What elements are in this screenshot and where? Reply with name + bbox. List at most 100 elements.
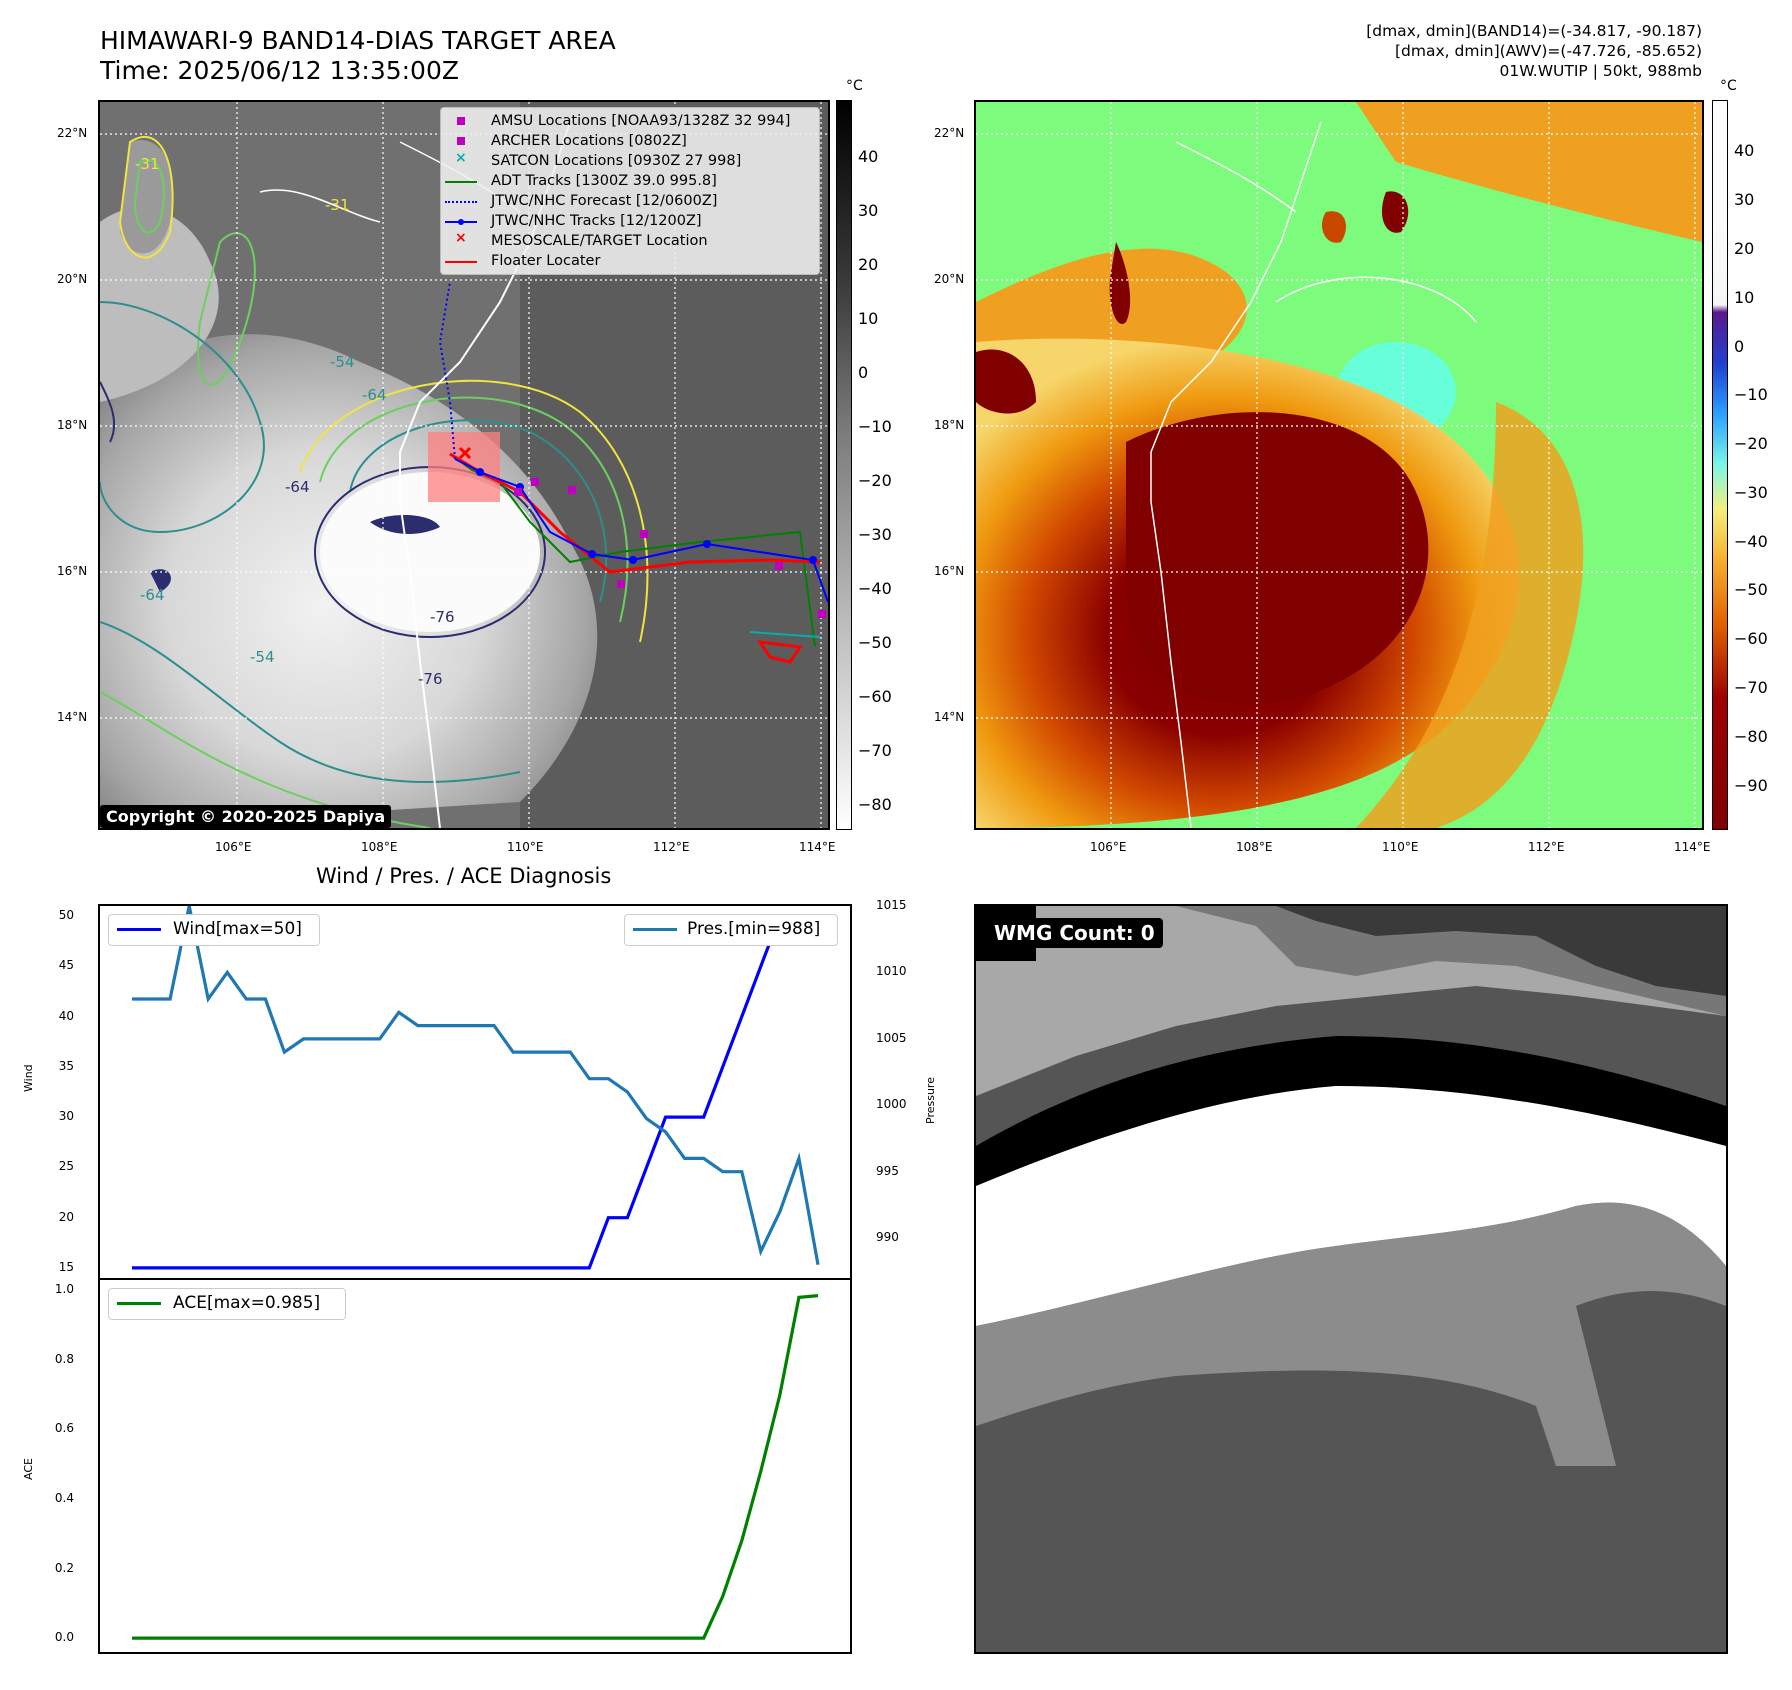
lat-label: 22°N (934, 126, 965, 140)
lon-label: 110°E (1382, 840, 1419, 854)
legend-item-satcon: × SATCON Locations [0930Z 27 998] (455, 150, 742, 169)
colorbar-tick: 10 (1734, 288, 1755, 307)
contour-label: -31 (135, 155, 160, 173)
y-tick-label: 45 (58, 958, 74, 973)
colorbar-tick: −40 (1734, 532, 1768, 551)
colorbar-tick: 40 (858, 147, 879, 166)
wmg-count-badge: WMG Count: 0 (986, 918, 1163, 948)
contour-label: -64 (140, 586, 165, 604)
ace-legend: ACE[max=0.985] (108, 1288, 346, 1320)
target-x-icon: × (455, 230, 467, 246)
contour-label: -54 (250, 648, 275, 666)
lon-label: 106°E (1090, 840, 1127, 854)
colorbar-tick: 40 (1734, 141, 1755, 160)
lon-label: 106°E (215, 840, 252, 854)
lon-label: 114°E (1674, 840, 1711, 854)
y-tick-label: 20 (58, 1209, 74, 1224)
colorbar-tick: −10 (1734, 385, 1768, 404)
colorbar-tick: 0 (858, 363, 869, 382)
colorbar-tick: −10 (858, 417, 892, 436)
pressure-ylabel: Pressure (924, 1077, 937, 1124)
legend-item-forecast: JTWC/NHC Forecast [12/0600Z] (441, 192, 819, 212)
contour-label: -64 (362, 386, 387, 404)
colorbar-tick: 0 (1734, 337, 1745, 356)
colorbar-tick: −80 (1734, 727, 1768, 746)
lat-label: 22°N (57, 126, 88, 140)
left-colorbar (836, 100, 852, 830)
lat-label: 20°N (57, 272, 88, 286)
tracks-dot-icon (458, 219, 464, 225)
right-map-graphic (976, 102, 1702, 828)
satcon-x-icon: × (455, 150, 467, 166)
colorbar-tick: 20 (858, 255, 879, 274)
colorbar-tick: −20 (1734, 434, 1768, 453)
y-tick-label: 0.4 (54, 1491, 74, 1506)
left-colorbar-unit: °C (846, 78, 863, 94)
legend-item-target: × MESOSCALE/TARGET Location (455, 230, 708, 249)
lat-label: 14°N (57, 710, 88, 724)
ace-plot (132, 1294, 819, 1640)
lon-label: 112°E (653, 840, 690, 854)
y-tick-label: 0.8 (54, 1351, 74, 1366)
colorbar-tick: −50 (1734, 580, 1768, 599)
colorbar-tick: −80 (858, 795, 892, 814)
y-tick-label: 15 (58, 1259, 74, 1274)
chart-time: Time: 2025/06/12 13:35:00Z (100, 56, 459, 85)
wind-legend-line-icon (117, 928, 161, 931)
diagnosis-title: Wind / Pres. / ACE Diagnosis (316, 864, 612, 888)
legend-item-floater: Floater Locater (441, 252, 819, 272)
lat-label: 18°N (934, 418, 965, 432)
y-tick-label: 40 (58, 1008, 74, 1023)
ace-chart: ACE[max=0.985] (98, 1278, 852, 1654)
y-tick-label: 0.2 (54, 1560, 74, 1575)
pressure-series-line (132, 906, 820, 1265)
stats-band14: [dmax, dmin](BAND14)=(-34.817, -90.187) (1366, 22, 1702, 40)
wind-legend: Wind[max=50] (108, 914, 320, 946)
right-colorbar (1712, 100, 1728, 830)
legend-item-amsu: AMSU Locations [NOAA93/1328Z 32 994] (441, 112, 819, 132)
contour-label: -64 (285, 478, 310, 496)
lat-label: 16°N (934, 564, 965, 578)
colorbar-tick: −60 (858, 687, 892, 706)
y-tick-label: 995 (876, 1163, 899, 1178)
legend-item-archer: ARCHER Locations [0802Z] (441, 132, 819, 152)
y-tick-label: 35 (58, 1058, 74, 1073)
ace-series-line (132, 1294, 819, 1640)
y-tick-label: 1000 (876, 1097, 907, 1112)
y-tick-label: 30 (58, 1109, 74, 1124)
contour-label: -76 (418, 670, 443, 688)
pressure-legend: Pres.[min=988] (624, 914, 838, 946)
legend-item-adt: ADT Tracks [1300Z 39.0 995.8] (441, 172, 819, 192)
y-tick-label: 1015 (876, 898, 907, 912)
lon-label: 114°E (799, 840, 836, 854)
copyright-badge: Copyright © 2020-2025 Dapiya (100, 805, 392, 828)
contour-label: -54 (330, 353, 355, 371)
lat-label: 20°N (934, 272, 965, 286)
y-tick-label: 1010 (876, 964, 907, 979)
colorbar-tick: −50 (858, 633, 892, 652)
colorbar-tick: −40 (858, 579, 892, 598)
lat-label: 18°N (57, 418, 88, 432)
y-tick-label: 1.0 (54, 1282, 74, 1297)
lon-label: 108°E (361, 840, 398, 854)
storm-info: 01W.WUTIP | 50kt, 988mb (1499, 62, 1702, 80)
amsu-marker-icon (457, 117, 465, 125)
wind-pressure-plot (131, 906, 820, 1270)
left-satellite-map: -31 -31 -54 -64 -64 -76 -76 -54 -64 AMSU… (98, 100, 830, 830)
forecast-dotted-icon (445, 201, 477, 203)
wmg-graphic (976, 906, 1726, 1652)
y-tick-label: 50 (58, 908, 74, 923)
ace-legend-line-icon (117, 1302, 161, 1305)
y-tick-label: 990 (876, 1230, 899, 1245)
colorbar-tick: −70 (858, 741, 892, 760)
colorbar-tick: 30 (858, 201, 879, 220)
y-tick-label: 0.6 (54, 1421, 74, 1436)
colorbar-tick: −70 (1734, 678, 1768, 697)
colorbar-tick: −30 (1734, 483, 1768, 502)
chart-title: HIMAWARI-9 BAND14-DIAS TARGET AREA (100, 26, 616, 55)
lon-label: 110°E (507, 840, 544, 854)
wmg-panel: WMG Count: 0 (974, 904, 1728, 1654)
colorbar-tick: 20 (1734, 239, 1755, 258)
adt-line-icon (445, 181, 477, 183)
ace-ylabel: ACE (22, 1458, 35, 1480)
